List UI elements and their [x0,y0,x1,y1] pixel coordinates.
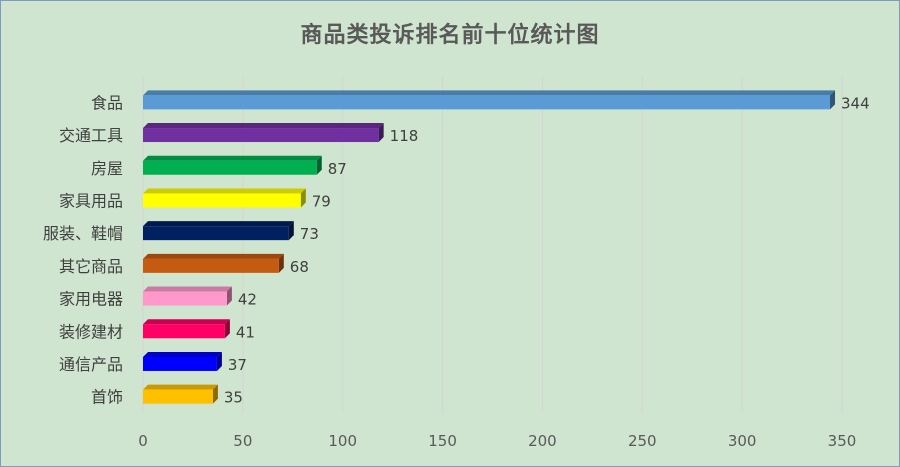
category-label: 交通工具 [59,126,123,145]
bar-top-face [143,155,322,161]
x-tick-label: 350 [828,432,857,450]
chart-title: 商品类投诉排名前十位统计图 [300,23,600,48]
bar-top-face [143,286,232,292]
bar-side-face [288,221,294,241]
category-label: 装修建材 [59,322,123,341]
x-tick-label: 300 [728,432,757,450]
bar-top-face [143,221,294,227]
bar [143,356,217,371]
bar-top-face [143,90,836,96]
value-label: 344 [841,94,870,112]
bar [143,95,831,110]
bar-side-face [830,90,836,110]
bar-top-face [143,384,218,390]
bar-top-face [143,253,284,259]
bar-side-face [300,188,306,208]
category-label: 房屋 [91,159,123,178]
value-label: 79 [312,192,331,210]
bar [143,226,289,241]
bar-side-face [316,155,322,175]
bar [143,324,225,339]
x-tick-label: 0 [138,432,148,450]
value-label: 73 [300,225,319,243]
bar [143,389,213,404]
value-label: 37 [228,356,247,374]
value-label: 35 [224,389,243,407]
value-label: 87 [328,160,347,178]
value-label: 68 [290,258,309,276]
category-label: 家具用品 [59,191,123,210]
bar-side-face [278,253,284,273]
bar [143,128,379,143]
bar-top-face [143,351,222,357]
category-label: 首饰 [91,388,123,407]
x-tick-label: 150 [428,432,457,450]
bar-side-face [226,286,232,306]
x-tick-label: 200 [528,432,557,450]
bar [143,193,301,208]
x-tick-label: 100 [328,432,357,450]
bar-side-face [224,319,230,339]
bar-top-face [143,319,230,325]
bar-side-face [216,351,222,371]
bar-side-face [378,123,384,143]
category-label: 通信产品 [59,355,123,374]
category-label: 服装、鞋帽 [43,224,123,243]
value-label: 41 [236,323,255,341]
bar-top-face [143,123,384,129]
category-label: 食品 [91,93,123,112]
category-label: 家用电器 [59,290,123,309]
bar [143,291,227,306]
value-label: 42 [238,291,257,309]
value-label: 118 [390,127,419,145]
category-label: 其它商品 [59,257,123,276]
bar [143,160,317,175]
x-tick-label: 250 [628,432,657,450]
x-tick-label: 50 [233,432,252,450]
bar [143,258,279,273]
bar-side-face [212,384,218,404]
bar-top-face [143,188,306,194]
